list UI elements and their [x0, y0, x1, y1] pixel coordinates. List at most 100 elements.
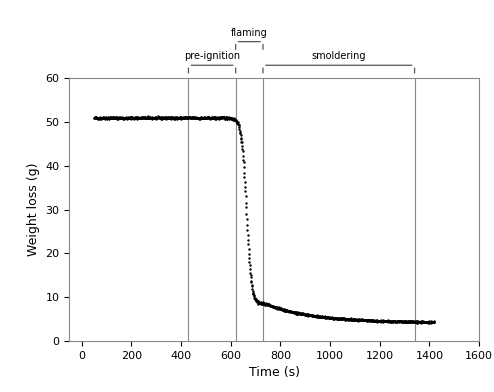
- Point: [174, 114, 182, 121]
- Point: [122, 115, 129, 121]
- Point: [191, 115, 199, 121]
- Point: [280, 307, 288, 313]
- Point: [206, 116, 214, 122]
- Point: [361, 317, 369, 323]
- Point: [280, 306, 288, 312]
- Point: [203, 115, 210, 122]
- Point: [297, 310, 305, 317]
- Point: [180, 115, 188, 121]
- Point: [293, 310, 301, 317]
- Point: [373, 318, 381, 324]
- Point: [376, 318, 384, 324]
- Point: [261, 301, 269, 307]
- Point: [235, 122, 243, 128]
- Point: [405, 319, 413, 325]
- Point: [372, 318, 380, 324]
- Point: [288, 307, 295, 314]
- Point: [416, 319, 424, 326]
- Point: [159, 115, 167, 122]
- Point: [333, 316, 341, 322]
- Point: [193, 115, 201, 121]
- Point: [270, 304, 278, 310]
- Point: [142, 115, 150, 122]
- Point: [430, 318, 438, 325]
- Point: [275, 305, 283, 312]
- Point: [272, 304, 280, 310]
- Point: [341, 316, 349, 323]
- Point: [189, 115, 197, 122]
- Point: [249, 289, 257, 296]
- Point: [380, 318, 388, 324]
- Point: [307, 312, 315, 319]
- Point: [303, 312, 311, 318]
- Point: [380, 318, 388, 324]
- Point: [141, 115, 149, 121]
- Point: [384, 317, 392, 323]
- Point: [300, 311, 308, 317]
- Point: [263, 301, 271, 307]
- Point: [184, 115, 192, 121]
- Point: [276, 305, 284, 312]
- Point: [296, 311, 304, 317]
- Point: [107, 114, 115, 120]
- Point: [340, 316, 348, 322]
- Point: [425, 318, 433, 325]
- Point: [409, 319, 417, 325]
- Point: [142, 115, 150, 122]
- Point: [127, 115, 135, 122]
- Point: [319, 314, 327, 320]
- Point: [154, 114, 162, 121]
- Point: [421, 319, 429, 325]
- Point: [161, 114, 169, 120]
- Point: [369, 317, 377, 323]
- Point: [275, 304, 283, 310]
- Point: [382, 318, 390, 324]
- Point: [397, 318, 405, 324]
- Point: [324, 314, 332, 320]
- Point: [110, 115, 118, 121]
- Point: [332, 315, 340, 321]
- Point: [159, 114, 166, 120]
- Point: [259, 300, 267, 306]
- Point: [375, 318, 383, 324]
- Point: [355, 318, 363, 324]
- Point: [389, 318, 397, 325]
- Point: [366, 316, 374, 323]
- Point: [247, 274, 255, 281]
- Point: [230, 116, 238, 122]
- Point: [351, 316, 359, 323]
- Point: [416, 318, 424, 325]
- Point: [407, 319, 415, 325]
- Point: [342, 316, 350, 323]
- Point: [371, 318, 379, 324]
- Point: [398, 318, 406, 324]
- Point: [365, 318, 373, 324]
- Point: [327, 314, 334, 321]
- Point: [291, 309, 299, 316]
- Point: [124, 113, 132, 120]
- Point: [400, 319, 408, 325]
- Point: [341, 316, 349, 322]
- Point: [338, 316, 346, 322]
- Point: [342, 316, 350, 323]
- Point: [212, 114, 220, 121]
- Point: [139, 114, 147, 120]
- Point: [288, 309, 296, 315]
- Point: [116, 115, 124, 122]
- Point: [105, 114, 113, 121]
- Point: [369, 318, 376, 324]
- Point: [258, 301, 266, 307]
- Point: [223, 114, 231, 120]
- Point: [345, 316, 353, 322]
- Point: [190, 114, 198, 121]
- Point: [137, 114, 145, 121]
- Point: [417, 319, 425, 325]
- Point: [412, 318, 419, 325]
- Point: [308, 313, 316, 319]
- Point: [150, 114, 158, 121]
- Point: [359, 317, 367, 323]
- Point: [352, 317, 360, 323]
- Point: [102, 114, 110, 121]
- Point: [343, 316, 351, 322]
- Point: [298, 310, 306, 317]
